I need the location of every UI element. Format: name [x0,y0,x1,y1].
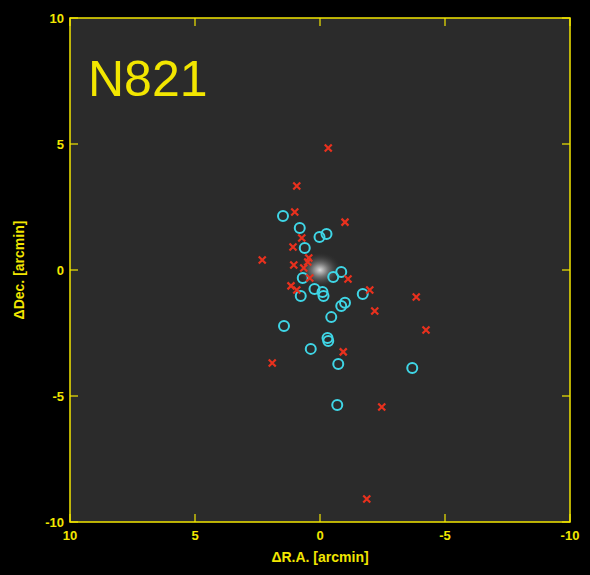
cross-point [259,256,266,263]
cross-point [366,286,373,293]
x-tick [194,514,195,522]
circle-point [300,243,310,253]
cross-point [413,293,420,300]
cross-point [340,348,347,355]
y-tick [562,521,570,522]
y-tick-label: -10 [45,515,64,530]
y-tick [562,269,570,270]
circle-point [322,229,332,239]
y-tick-label: 5 [57,137,64,152]
y-tick [562,143,570,144]
x-tick [319,514,320,522]
x-tick-label: -5 [439,528,451,543]
circle-point [336,301,346,311]
cross-point [291,209,298,216]
cross-point [325,145,332,152]
y-tick [562,395,570,396]
cross-point [304,258,311,265]
y-tick [70,521,78,522]
circle-point [333,359,343,369]
cross-point [345,276,352,283]
frame [70,18,570,522]
cross-point [290,244,297,251]
circle-point [279,321,289,331]
y-tick-label: 10 [50,11,64,26]
y-tick [70,17,78,18]
circle-point [319,291,329,301]
cross-point [306,275,313,282]
marks [259,145,430,503]
x-tick [444,18,445,26]
circle-point [328,272,338,282]
x-tick-label: -10 [561,528,580,543]
circle-point [295,223,305,233]
cross-point [423,326,430,333]
circle-point [407,363,417,373]
cross-point [288,282,295,289]
circle-point [358,289,368,299]
y-axis-title: ΔDec. [arcmin] [11,221,27,320]
cross-point [293,183,300,190]
cross-point [342,219,349,226]
cross-point [298,234,305,241]
x-tick [569,514,570,522]
x-tick-label: 5 [191,528,198,543]
cross-point [290,261,297,268]
circle-point [278,211,288,221]
y-tick [70,143,78,144]
x-tick-label: 10 [63,528,77,543]
y-tick [70,395,78,396]
y-tick [562,17,570,18]
circle-point [326,312,336,322]
x-tick [69,514,70,522]
x-axis-title: ΔR.A. [arcmin] [271,549,368,565]
y-tick-label: 0 [57,263,64,278]
cross-point [293,286,300,293]
y-tick [70,269,78,270]
x-tick [444,514,445,522]
x-tick-label: 0 [316,528,323,543]
cross-point [300,264,307,271]
y-tick-label: -5 [52,389,64,404]
x-tick [194,18,195,26]
x-tick [319,18,320,26]
sky [70,18,570,522]
cross-point [363,496,370,503]
galaxy-glow [298,252,342,288]
circle-point [306,344,316,354]
chart: 10 5 0 -5 -10 -10 -5 0 5 10 ΔR.A. [arcmin] ΔDec. [a… [0,0,590,575]
x-tick [69,18,70,26]
circle-point [332,400,342,410]
cross-point [378,404,385,411]
cross-point [269,359,276,366]
circle-point [323,336,333,346]
title: N821 [88,51,208,107]
cross-point [371,308,378,315]
x-tick [569,18,570,26]
